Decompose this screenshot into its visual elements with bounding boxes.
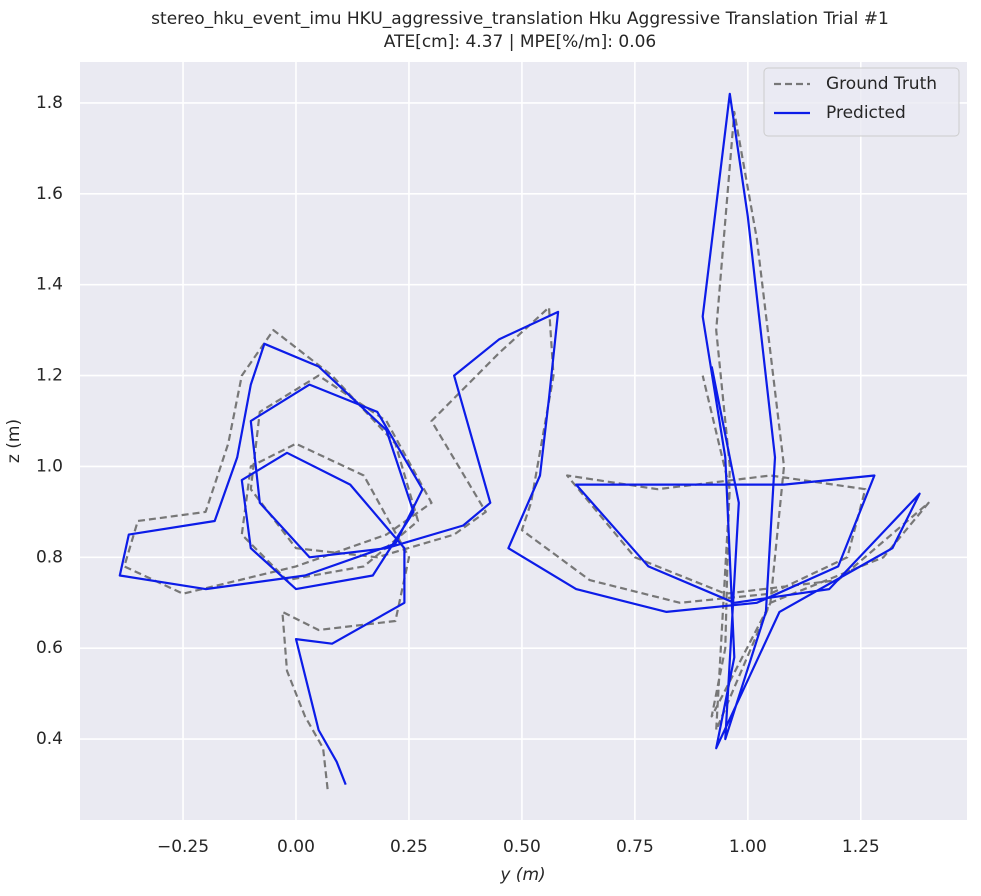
x-tick-label: 1.00 bbox=[729, 837, 767, 857]
y-tick-label: 1.2 bbox=[36, 366, 63, 386]
x-tick-label: 0.25 bbox=[390, 837, 428, 857]
x-axis-label: y (m) bbox=[499, 865, 545, 885]
chart-title: stereo_hku_event_imu HKU_aggressive_tran… bbox=[151, 9, 889, 29]
y-tick-label: 1.6 bbox=[36, 184, 63, 204]
chart-subtitle: ATE[cm]: 4.37 | MPE[%/m]: 0.06 bbox=[384, 32, 656, 52]
x-tick-label: 0.50 bbox=[503, 837, 541, 857]
trajectory-line bbox=[123, 110, 930, 790]
y-tick-label: 1.0 bbox=[36, 456, 63, 476]
y-tick-label: 0.4 bbox=[36, 729, 63, 749]
y-tick-label: 0.6 bbox=[36, 638, 63, 658]
x-tick-label: −0.25 bbox=[157, 837, 209, 857]
y-tick-label: 1.4 bbox=[36, 275, 63, 295]
legend-box bbox=[763, 67, 960, 137]
x-tick-label: 0.00 bbox=[277, 837, 315, 857]
y-tick-label: 0.8 bbox=[36, 547, 63, 567]
legend-label: Predicted bbox=[826, 103, 906, 123]
y-axis-label: z (m) bbox=[4, 419, 24, 463]
x-tick-label: 1.25 bbox=[842, 837, 880, 857]
trajectory-line bbox=[118, 92, 921, 786]
y-tick-label: 1.8 bbox=[36, 93, 63, 113]
legend-label: Ground Truth bbox=[826, 74, 937, 94]
x-tick-label: 0.75 bbox=[616, 837, 654, 857]
plot-area bbox=[80, 62, 967, 820]
